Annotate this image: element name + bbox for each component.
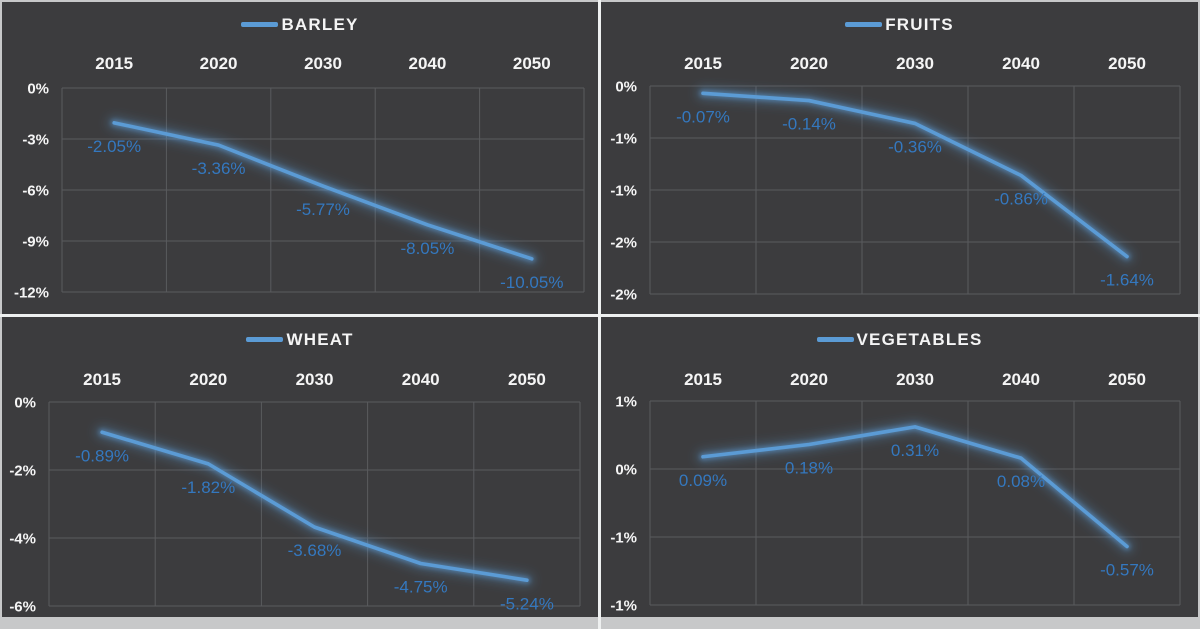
y-tick-label: -12% xyxy=(14,284,49,301)
x-tick-label: 2030 xyxy=(296,370,334,389)
x-tick-label: 2030 xyxy=(896,54,934,73)
series-line xyxy=(701,91,1129,259)
y-tick-label: -2% xyxy=(610,234,637,251)
x-tick-label: 2015 xyxy=(684,54,722,73)
data-labels: -0.07% -0.14% -0.36% -0.86% -1.64% xyxy=(676,107,1154,289)
x-tick-label: 2015 xyxy=(684,370,722,389)
chart-wheat: WHEAT 2015 2020 2030 2040 2050 0% -2% -4% -6% -0.… xyxy=(2,317,598,617)
chart-vegetables: VEGETABLES 2015 2020 2030 2040 2050 1% 0% -1% -1… xyxy=(601,317,1198,617)
x-axis-labels: 2015 2020 2030 2040 2050 xyxy=(95,54,550,73)
y-tick-label: 0% xyxy=(14,394,36,411)
gridlines xyxy=(649,85,1181,295)
y-tick-label: -2% xyxy=(610,286,637,303)
data-label: 0.08% xyxy=(997,472,1045,491)
y-axis-labels: 0% -1% -1% -2% -2% xyxy=(610,78,637,303)
y-axis-labels: 0% -3% -6% -9% -12% xyxy=(14,80,49,301)
x-tick-label: 2050 xyxy=(1108,370,1146,389)
y-tick-label: -2% xyxy=(9,462,36,479)
chart-barley: BARLEY 2015 2020 2030 2040 2050 0% -3% -6% -9% -1… xyxy=(2,2,598,314)
horizontal-divider xyxy=(0,314,1200,317)
x-tick-label: 2020 xyxy=(189,370,227,389)
x-tick-label: 2030 xyxy=(304,54,342,73)
y-tick-label: 1% xyxy=(615,393,637,410)
x-tick-label: 2040 xyxy=(1002,54,1040,73)
wheat-plot-area: 2015 2020 2030 2040 2050 0% -2% -4% -6% -0.89% -1.… xyxy=(9,370,581,615)
x-tick-label: 2030 xyxy=(896,370,934,389)
data-label: -2.05% xyxy=(87,137,141,156)
data-label: -5.77% xyxy=(296,200,350,219)
gridlines xyxy=(649,400,1181,606)
data-label: -8.05% xyxy=(400,239,454,258)
fruits-plot-area: 2015 2020 2030 2040 2050 0% -1% -1% -2% -2% -0.07%… xyxy=(610,54,1181,303)
chart-fruits: FRUITS 2015 2020 2030 2040 2050 0% -1% -1% -2% -2… xyxy=(601,2,1198,314)
x-tick-label: 2040 xyxy=(402,370,440,389)
x-tick-label: 2040 xyxy=(1002,370,1040,389)
y-tick-label: -9% xyxy=(22,233,49,250)
y-tick-label: -1% xyxy=(610,529,637,546)
data-label: -4.75% xyxy=(394,578,448,597)
vegetables-plot-area: 2015 2020 2030 2040 2050 1% 0% -1% -1% 0.09% 0.18%… xyxy=(610,370,1181,614)
x-tick-label: 2050 xyxy=(508,370,546,389)
data-label: -3.36% xyxy=(192,159,246,178)
y-tick-label: -1% xyxy=(610,597,637,614)
y-axis-labels: 0% -2% -4% -6% xyxy=(9,394,36,615)
data-label: -0.14% xyxy=(782,115,836,134)
series-line xyxy=(701,425,1129,549)
y-tick-label: -4% xyxy=(9,530,36,547)
data-label: -1.82% xyxy=(181,478,235,497)
x-axis-labels: 2015 2020 2030 2040 2050 xyxy=(684,370,1146,389)
data-label: -1.64% xyxy=(1100,271,1154,290)
y-tick-label: -6% xyxy=(9,598,36,615)
x-axis-labels: 2015 2020 2030 2040 2050 xyxy=(684,54,1146,73)
data-label: -0.57% xyxy=(1100,561,1154,580)
x-tick-label: 2015 xyxy=(83,370,121,389)
data-label: -0.07% xyxy=(676,107,730,126)
data-label: -0.36% xyxy=(888,138,942,157)
data-label: -0.89% xyxy=(75,446,129,465)
y-axis-labels: 1% 0% -1% -1% xyxy=(610,393,637,614)
y-tick-label: 0% xyxy=(615,461,637,478)
gridlines xyxy=(48,401,581,607)
x-tick-label: 2020 xyxy=(200,54,238,73)
data-label: -0.86% xyxy=(994,190,1048,209)
x-tick-label: 2050 xyxy=(1108,54,1146,73)
y-tick-label: 0% xyxy=(615,78,637,95)
y-tick-label: -3% xyxy=(22,131,49,148)
x-tick-label: 2040 xyxy=(408,54,446,73)
x-tick-label: 2015 xyxy=(95,54,133,73)
series-line xyxy=(112,121,534,261)
data-label: -5.24% xyxy=(500,594,554,613)
data-labels: -2.05% -3.36% -5.77% -8.05% -10.05% xyxy=(87,137,563,292)
y-tick-label: -6% xyxy=(22,182,49,199)
data-labels: -0.89% -1.82% -3.68% -4.75% -5.24% xyxy=(75,446,554,613)
data-label: 0.09% xyxy=(679,471,727,490)
x-tick-label: 2020 xyxy=(790,370,828,389)
data-label: 0.18% xyxy=(785,459,833,478)
x-tick-label: 2050 xyxy=(513,54,551,73)
barley-plot-area: 2015 2020 2030 2040 2050 0% -3% -6% -9% -12% -2.05… xyxy=(14,54,585,301)
y-tick-label: 0% xyxy=(27,80,49,97)
data-labels: 0.09% 0.18% 0.31% 0.08% -0.57% xyxy=(679,441,1154,580)
y-tick-label: -1% xyxy=(610,130,637,147)
data-label: 0.31% xyxy=(891,441,939,460)
series-line-glow-outer xyxy=(696,86,1134,264)
data-label: -3.68% xyxy=(288,541,342,560)
data-label: -10.05% xyxy=(500,273,563,292)
series-line xyxy=(100,430,529,582)
x-tick-label: 2020 xyxy=(790,54,828,73)
y-tick-label: -1% xyxy=(610,182,637,199)
x-axis-labels: 2015 2020 2030 2040 2050 xyxy=(83,370,546,389)
